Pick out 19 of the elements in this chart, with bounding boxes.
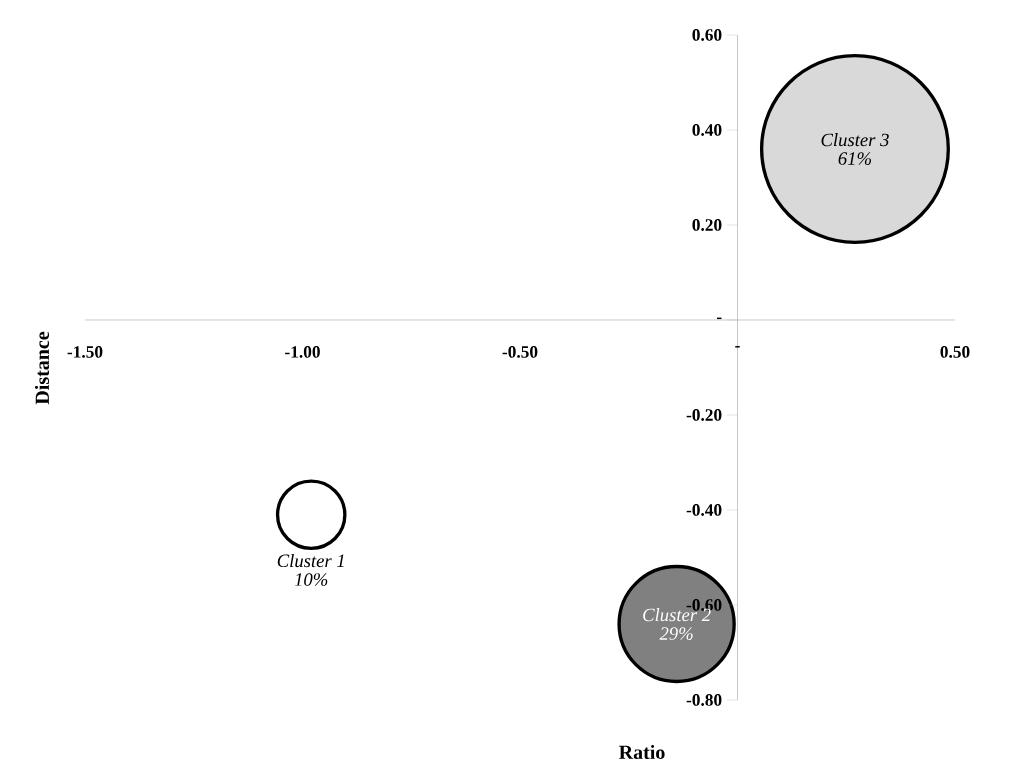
annotation: 10%: [294, 573, 328, 586]
x-tick-label: -: [735, 346, 740, 348]
y-tick-label: -: [716, 317, 722, 320]
x-tick-label: -1.00: [285, 346, 320, 358]
y-tick-label: 0.40: [692, 124, 722, 136]
x-tick-label: -1.50: [67, 346, 103, 358]
series-label: Cluster 3: [821, 133, 889, 147]
y-tick-label: 0.20: [692, 219, 722, 231]
series-label: Cluster 1: [277, 553, 344, 568]
y-axis-title: Distance: [34, 331, 50, 405]
annotation: 61%: [838, 152, 872, 165]
y-tick-label: 0.60: [692, 29, 722, 41]
y-tick-label: -0.20: [686, 409, 722, 421]
y-tick-label: -0.40: [686, 504, 722, 516]
annotation: 29%: [659, 627, 693, 640]
y-tick-label: -0.80: [686, 694, 722, 706]
x-axis-title: Ratio: [619, 744, 665, 760]
x-tick-label: -0.50: [502, 346, 538, 358]
x-tick-label: 0.50: [940, 346, 970, 358]
